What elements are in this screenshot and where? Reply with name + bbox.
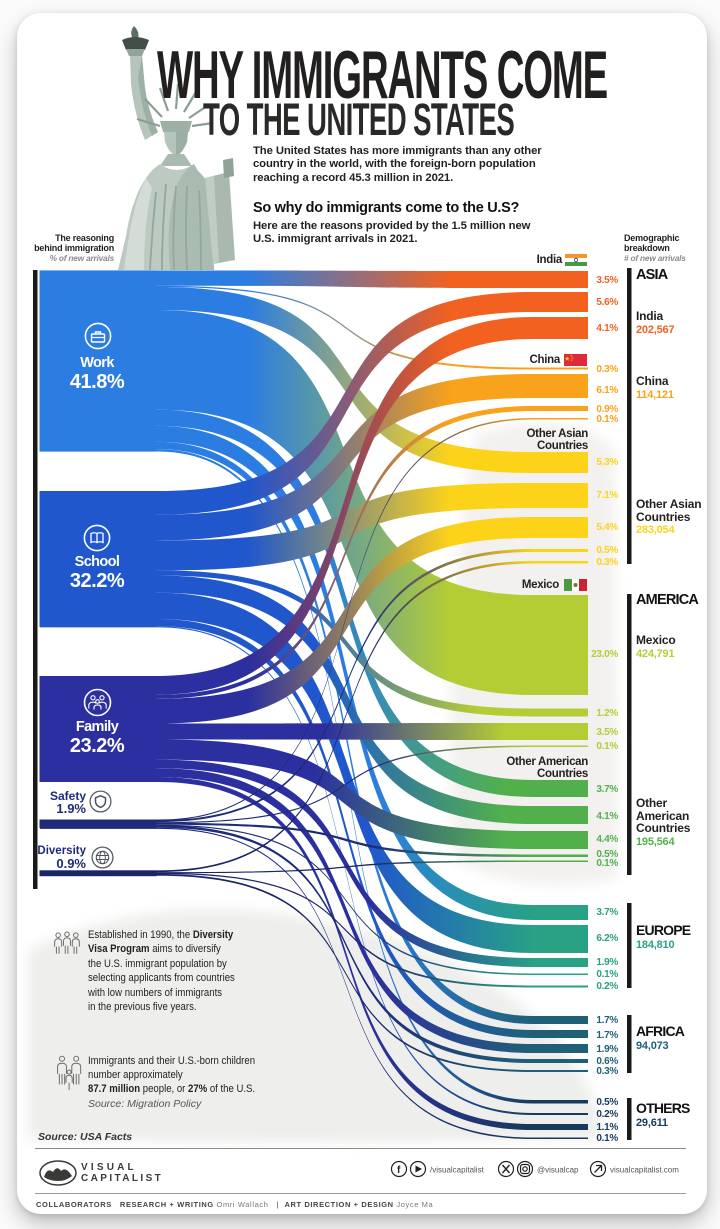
svg-text:/visualcapitalist: /visualcapitalist	[430, 1166, 485, 1175]
svg-text:visualcapitalist.com: visualcapitalist.com	[610, 1166, 679, 1175]
svg-text:f: f	[397, 1165, 401, 1176]
svg-text:@visualcap: @visualcap	[537, 1166, 579, 1175]
